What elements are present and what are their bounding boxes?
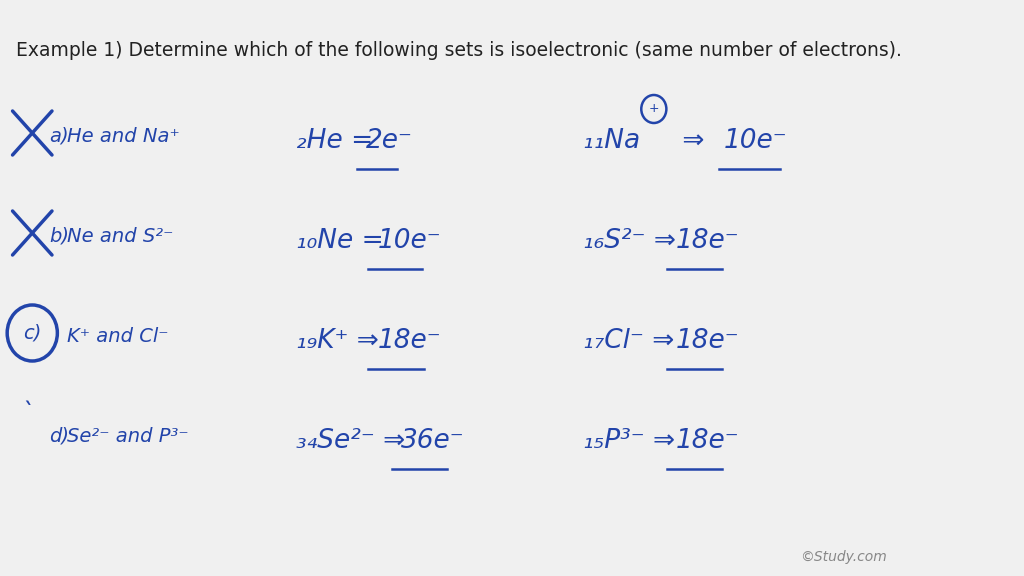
Text: ₁₇Cl⁻ ⇒: ₁₇Cl⁻ ⇒ (583, 328, 682, 354)
Text: ₂He =: ₂He = (296, 128, 381, 154)
Text: K⁺ and Cl⁻: K⁺ and Cl⁻ (68, 327, 169, 346)
Text: ₃₄Se²⁻ ⇒: ₃₄Se²⁻ ⇒ (296, 428, 414, 454)
Text: Ne and S²⁻: Ne and S²⁻ (68, 226, 174, 245)
Text: a): a) (49, 127, 69, 146)
Text: Se²⁻ and P³⁻: Se²⁻ and P³⁻ (68, 426, 188, 445)
Text: 18e⁻: 18e⁻ (676, 228, 739, 254)
Text: 18e⁻: 18e⁻ (377, 328, 441, 354)
Text: `: ` (20, 401, 33, 425)
Text: 10e⁻: 10e⁻ (724, 128, 787, 154)
Text: ₁₀Ne =: ₁₀Ne = (296, 228, 392, 254)
Text: He and Na⁺: He and Na⁺ (68, 127, 180, 146)
Text: d): d) (49, 426, 70, 445)
Text: b): b) (49, 226, 70, 245)
Text: 10e⁻: 10e⁻ (377, 228, 441, 254)
Text: 18e⁻: 18e⁻ (676, 428, 739, 454)
Text: ⇒: ⇒ (675, 128, 714, 154)
Text: +: + (648, 103, 659, 116)
Text: ₁₁Na: ₁₁Na (583, 128, 648, 154)
Text: 36e⁻: 36e⁻ (400, 428, 464, 454)
Text: ₁₉K⁺ ⇒: ₁₉K⁺ ⇒ (296, 328, 387, 354)
Text: 2e⁻: 2e⁻ (366, 128, 413, 154)
Text: ₁₅P³⁻ ⇒: ₁₅P³⁻ ⇒ (583, 428, 683, 454)
Text: 18e⁻: 18e⁻ (676, 328, 739, 354)
Text: Example 1) Determine which of the following sets is isoelectronic (same number o: Example 1) Determine which of the follow… (16, 41, 902, 60)
Text: ₁₆S²⁻ ⇒: ₁₆S²⁻ ⇒ (583, 228, 684, 254)
Text: ©Study.com: ©Study.com (801, 550, 888, 564)
Text: c): c) (24, 324, 41, 343)
